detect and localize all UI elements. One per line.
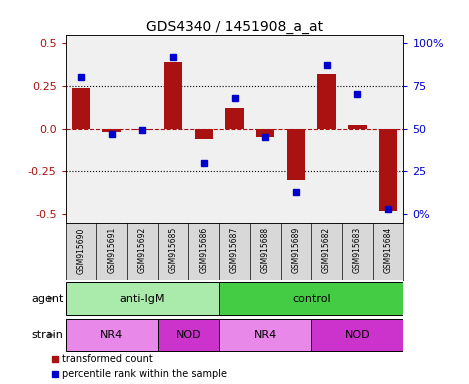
Bar: [103, 129, 121, 132]
Bar: [287, 129, 305, 180]
Text: GSM915684: GSM915684: [384, 227, 393, 273]
Text: GSM915685: GSM915685: [168, 227, 178, 273]
Text: control: control: [292, 293, 331, 304]
Bar: [158, 319, 219, 351]
Text: NOD: NOD: [344, 330, 370, 340]
Bar: [66, 319, 158, 351]
Text: GSM915686: GSM915686: [199, 227, 208, 273]
Text: NR4: NR4: [100, 330, 123, 340]
Text: NR4: NR4: [254, 330, 277, 340]
Text: GSM915691: GSM915691: [107, 227, 116, 273]
Bar: [379, 129, 397, 211]
Text: GSM915692: GSM915692: [138, 227, 147, 273]
Bar: [348, 125, 366, 129]
Text: GSM915688: GSM915688: [261, 227, 270, 273]
Bar: [256, 129, 274, 137]
Legend: transformed count, percentile rank within the sample: transformed count, percentile rank withi…: [52, 354, 227, 379]
Text: GSM915689: GSM915689: [291, 227, 301, 273]
Bar: [219, 319, 311, 351]
Text: NOD: NOD: [175, 330, 201, 340]
Bar: [311, 319, 403, 351]
Bar: [318, 74, 336, 129]
Bar: [133, 129, 151, 130]
Bar: [195, 129, 213, 139]
Title: GDS4340 / 1451908_a_at: GDS4340 / 1451908_a_at: [146, 20, 323, 33]
Text: GSM915687: GSM915687: [230, 227, 239, 273]
Bar: [225, 108, 244, 129]
Bar: [219, 282, 403, 315]
Text: anti-IgM: anti-IgM: [120, 293, 165, 304]
Bar: [164, 62, 182, 129]
Text: GSM915683: GSM915683: [353, 227, 362, 273]
Text: GSM915682: GSM915682: [322, 227, 331, 273]
Bar: [66, 282, 219, 315]
Text: agent: agent: [31, 293, 63, 304]
Text: strain: strain: [31, 330, 63, 340]
Text: GSM915690: GSM915690: [76, 227, 85, 273]
Bar: [72, 88, 90, 129]
